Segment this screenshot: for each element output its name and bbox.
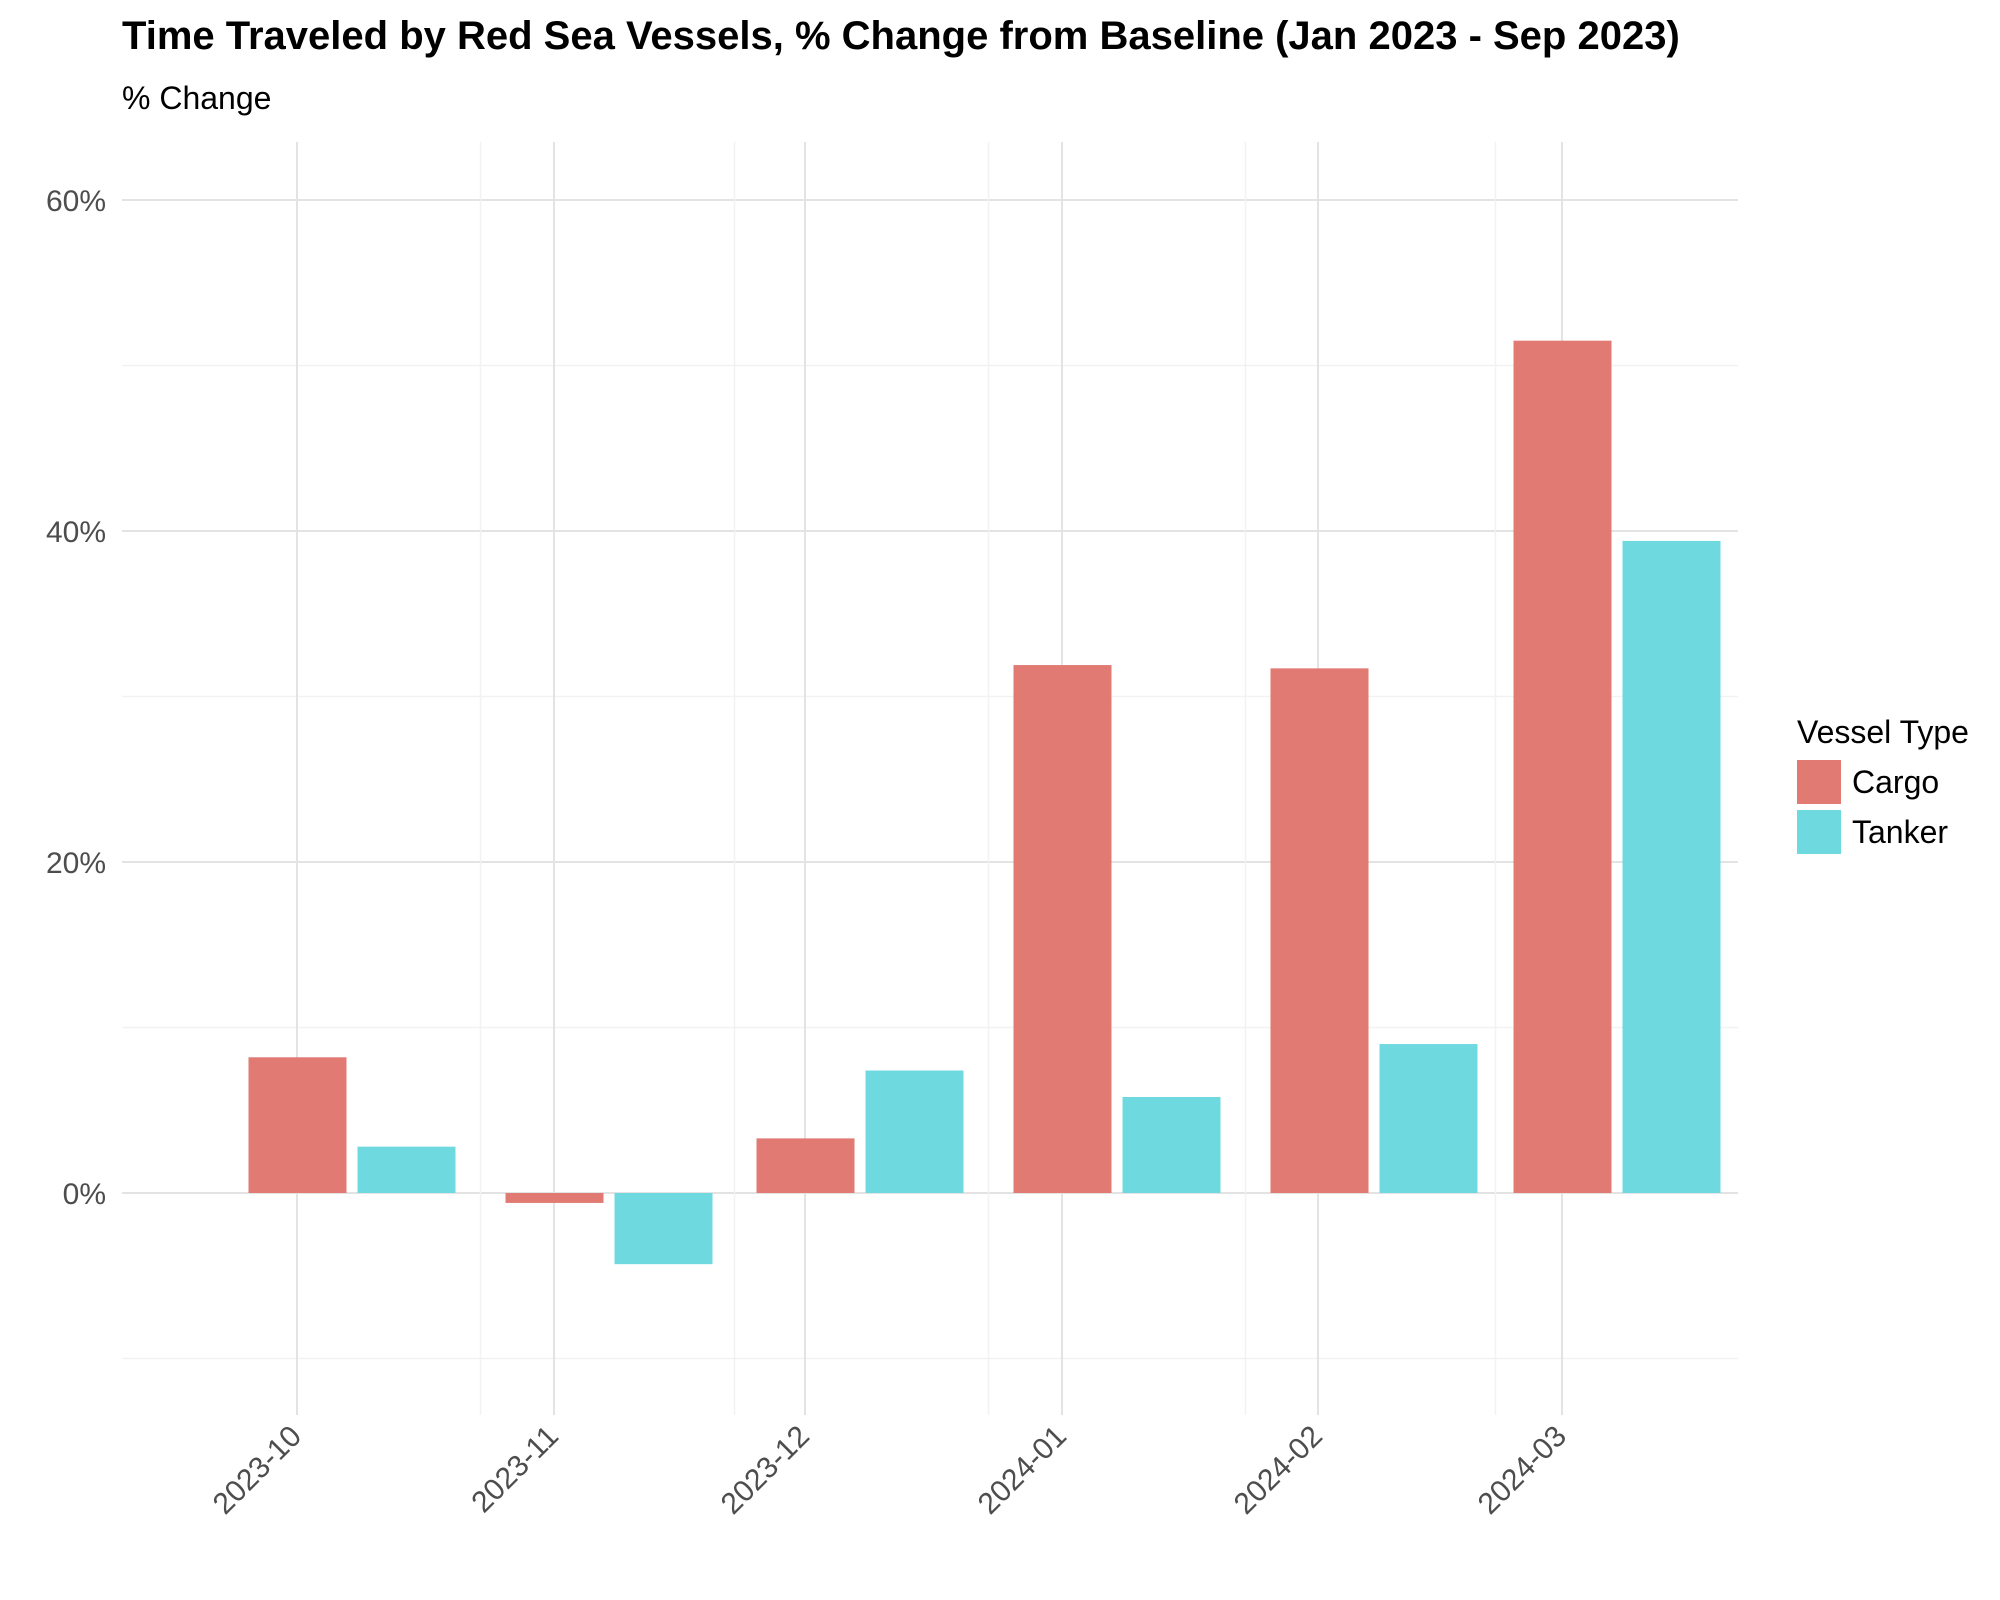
legend-label-cargo: Cargo [1852,764,1939,800]
x-tick-label: 2023-11 [465,1420,565,1520]
legend-label-tanker: Tanker [1852,814,1948,850]
bar-layer [248,340,1721,1265]
x-axis-ticks: 2023-10 2023-11 2023-12 2024-01 2024-02 2024-… [207,1420,1573,1521]
bar-cargo-2023-10 [248,1057,347,1193]
grid-layer [122,142,1738,1415]
y-tick-label: 0% [63,1178,106,1211]
x-tick-label: 2024-03 [1472,1420,1573,1521]
y-tick-label: 60% [46,185,106,218]
legend-swatch-tanker [1797,810,1841,854]
bar-tanker-2024-03 [1622,540,1721,1193]
bar-cargo-2023-12 [756,1138,855,1193]
bar-tanker-2023-12 [865,1070,964,1193]
legend-swatch-cargo [1797,760,1841,804]
chart-title: Time Traveled by Red Sea Vessels, % Chan… [122,14,1680,58]
legend: Vessel Type Cargo Tanker [1797,714,1969,854]
bar-tanker-2023-11 [614,1193,713,1265]
bar-tanker-2024-01 [1122,1097,1221,1193]
bar-cargo-2024-01 [1013,665,1112,1193]
x-tick-label: 2024-01 [972,1420,1073,1521]
bar-tanker-2024-02 [1379,1044,1478,1193]
y-tick-label: 20% [46,847,106,880]
y-tick-label: 40% [46,516,106,549]
bar-cargo-2024-03 [1513,340,1612,1193]
y-axis-ticks: 0% 20% 40% 60% [46,185,106,1211]
bar-cargo-2024-02 [1270,668,1369,1193]
x-tick-label: 2023-12 [715,1420,816,1521]
bar-cargo-2023-11 [505,1193,604,1203]
legend-title: Vessel Type [1797,714,1969,750]
chart-subtitle: % Change [122,80,272,116]
x-tick-label: 2023-10 [207,1420,308,1521]
bar-tanker-2023-10 [357,1146,456,1193]
x-tick-label: 2024-02 [1228,1420,1329,1521]
